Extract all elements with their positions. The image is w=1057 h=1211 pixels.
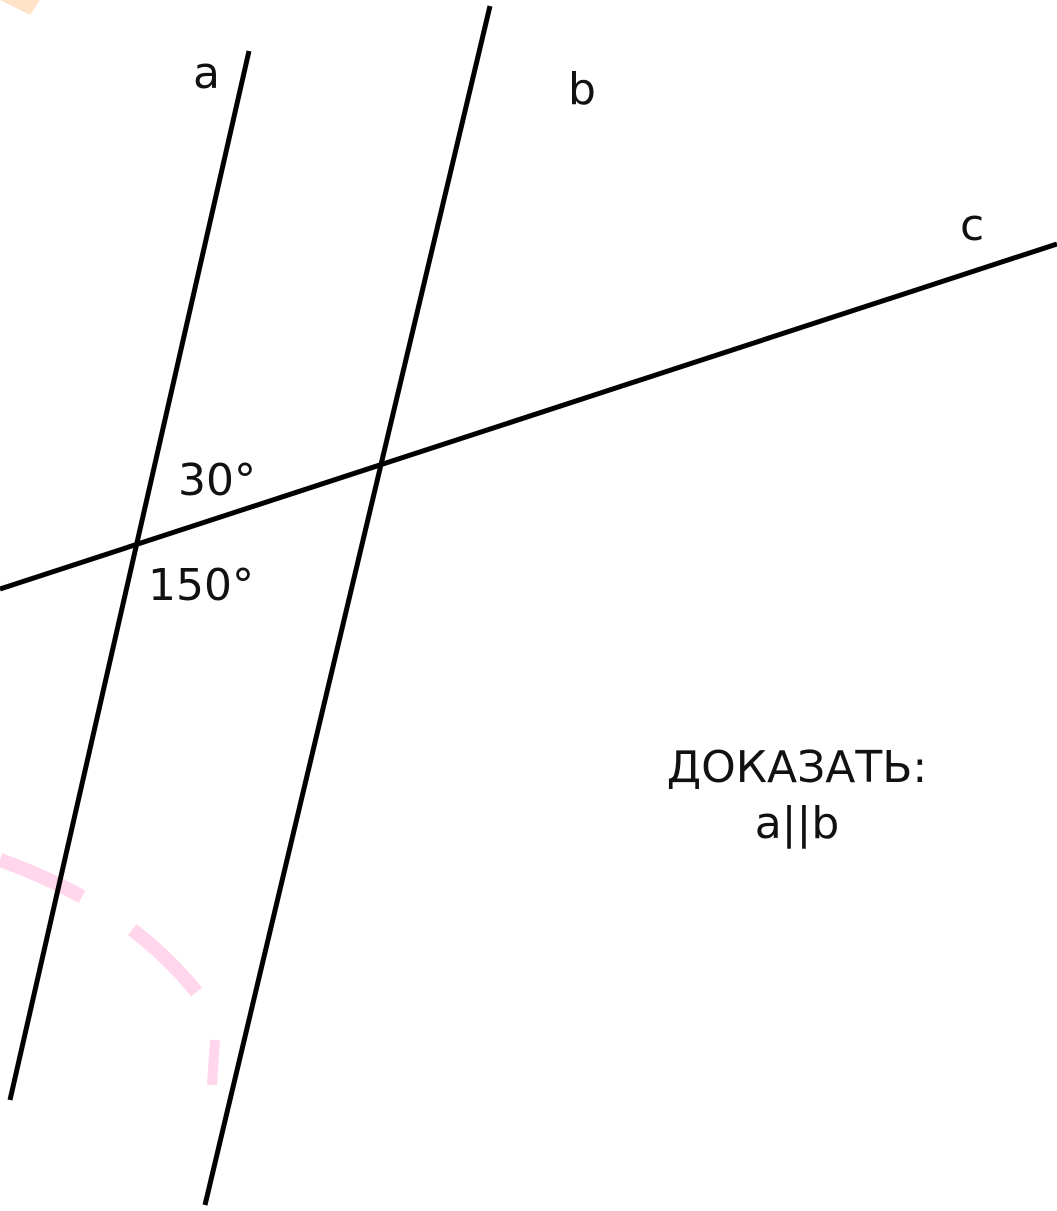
- line-b: [202, 5, 493, 1206]
- line-label: b: [568, 64, 596, 115]
- line-label: c: [960, 200, 984, 251]
- line-label: a: [193, 48, 220, 99]
- angle-label: 150°: [148, 560, 254, 611]
- decoration: [0, 0, 40, 15]
- task-title: ДОКАЗАТЬ:: [667, 742, 928, 793]
- decoration: [0, 853, 216, 1015]
- angle-label: 30°: [178, 455, 256, 506]
- line-a: [7, 50, 252, 1101]
- line-c: [0, 241, 1057, 592]
- decoration: [207, 1039, 220, 1086]
- task-statement: a||b: [755, 798, 840, 849]
